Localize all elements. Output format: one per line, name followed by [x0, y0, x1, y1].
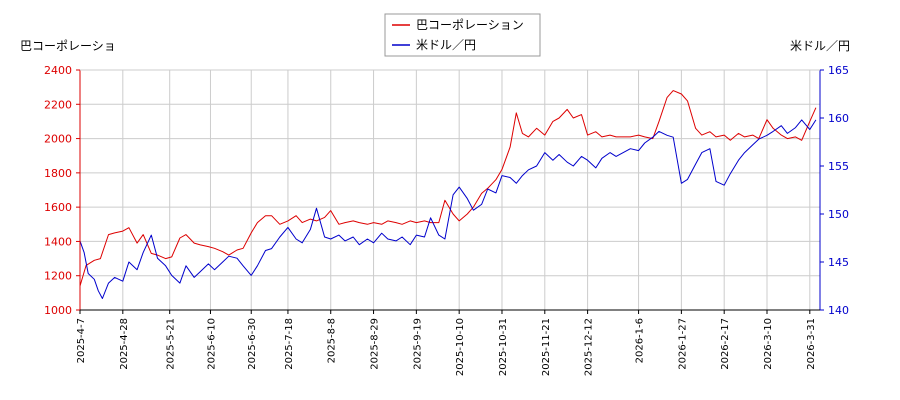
left-tick-label: 2400 — [44, 64, 72, 77]
right-tick-label: 150 — [828, 208, 849, 221]
x-tick-label: 2025-9-19 — [412, 318, 423, 370]
x-tick-label: 2025-8-29 — [370, 318, 381, 370]
x-tick-label: 2026-2-17 — [720, 318, 731, 370]
x-tick-label: 2025-10-10 — [455, 318, 466, 376]
series-line-tomoe — [79, 90, 817, 287]
right-tick-label: 155 — [828, 160, 849, 173]
left-tick-label: 1800 — [44, 167, 72, 180]
right-tick-label: 145 — [828, 256, 849, 269]
legend-label-usdjpy: 米ドル／円 — [416, 38, 476, 52]
x-tick-label: 2025-12-12 — [584, 318, 595, 376]
x-tick-label: 2025-6-30 — [247, 318, 258, 370]
right-axis-title: 米ドル／円 — [790, 39, 850, 53]
right-tick-label: 165 — [828, 64, 849, 77]
legend-label-tomoe: 巴コーポレーション — [416, 18, 524, 32]
x-tick-label: 2025-4-7 — [76, 318, 87, 363]
x-tick-label: 2025-4-28 — [119, 318, 130, 370]
x-tick-label: 2026-1-27 — [677, 318, 688, 370]
right-tick-label: 140 — [828, 304, 849, 317]
left-tick-label: 1400 — [44, 235, 72, 248]
x-tick-label: 2025-7-18 — [284, 318, 295, 370]
x-tick-label: 2026-3-10 — [763, 318, 774, 370]
x-tick-label: 2025-11-21 — [541, 318, 552, 376]
legend: 巴コーポレーション 米ドル／円 — [384, 13, 541, 57]
plot-frame — [79, 69, 821, 311]
series-line-usdjpy — [79, 119, 817, 299]
series-lines — [79, 90, 817, 299]
legend-box — [384, 13, 541, 57]
x-tick-label: 2025-10-31 — [498, 318, 509, 376]
left-axis-title: 巴コーポレーショ — [20, 39, 116, 53]
x-tick-label: 2026-3-31 — [806, 318, 817, 370]
grid — [79, 69, 820, 311]
left-tick-label: 1200 — [44, 270, 72, 283]
left-tick-label: 1600 — [44, 201, 72, 214]
axes: 1000 1200 1400 1600 1800 2000 2200 2400 140 145 15… — [44, 64, 849, 376]
left-tick-label: 2000 — [44, 133, 72, 146]
x-tick-label: 2025-5-21 — [166, 318, 177, 370]
x-tick-label: 2025-8-8 — [327, 318, 338, 363]
right-tick-label: 160 — [828, 112, 849, 125]
left-tick-label: 1000 — [44, 304, 72, 317]
x-tick-label: 2026-1-6 — [635, 318, 646, 363]
left-tick-label: 2200 — [44, 98, 72, 111]
x-tick-label: 2025-6-10 — [206, 318, 217, 370]
